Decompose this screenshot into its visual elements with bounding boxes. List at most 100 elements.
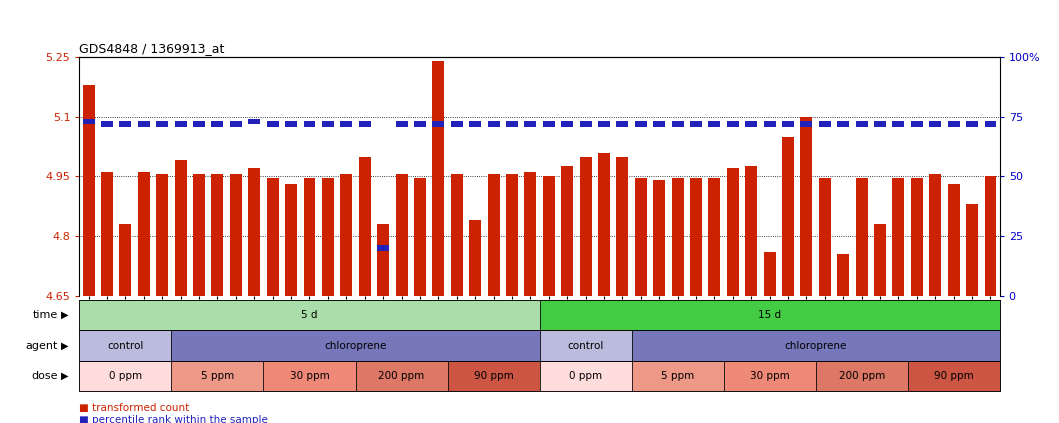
Text: control: control	[107, 341, 144, 351]
Bar	[193, 174, 205, 296]
Text: 30 ppm: 30 ppm	[289, 371, 329, 381]
Bar	[193, 121, 205, 126]
Bar	[726, 168, 739, 296]
Bar	[616, 121, 628, 126]
Bar	[432, 61, 445, 296]
Bar	[120, 121, 131, 126]
Text: time: time	[33, 310, 58, 320]
Text: 200 ppm: 200 ppm	[378, 371, 425, 381]
Bar	[264, 361, 356, 391]
Bar	[543, 176, 555, 296]
Bar	[322, 179, 334, 296]
Bar	[414, 179, 426, 296]
Bar	[469, 121, 481, 126]
Bar	[304, 179, 316, 296]
Bar	[212, 121, 223, 126]
Bar	[634, 179, 647, 296]
Bar	[708, 179, 720, 296]
Bar	[782, 121, 794, 126]
Bar	[83, 85, 94, 296]
Text: 0 ppm: 0 ppm	[569, 371, 603, 381]
Text: 5 ppm: 5 ppm	[201, 371, 234, 381]
Bar	[579, 121, 592, 126]
Bar	[230, 174, 241, 296]
Bar	[948, 121, 959, 126]
Text: chloroprene: chloroprene	[785, 341, 847, 351]
Bar	[506, 121, 518, 126]
Bar	[101, 173, 113, 296]
Bar	[764, 121, 775, 126]
Bar	[985, 121, 997, 126]
Bar	[985, 176, 997, 296]
Bar	[838, 254, 849, 296]
Bar	[746, 121, 757, 126]
Bar	[414, 121, 426, 126]
Bar	[930, 174, 941, 296]
Text: 200 ppm: 200 ppm	[839, 371, 884, 381]
Text: ▶: ▶	[61, 371, 69, 381]
Bar	[801, 121, 812, 126]
Bar	[524, 121, 536, 126]
Bar	[79, 361, 172, 391]
Bar	[212, 174, 223, 296]
Bar	[469, 220, 481, 296]
Text: chloroprene: chloroprene	[324, 341, 387, 351]
Text: 5 ppm: 5 ppm	[661, 371, 695, 381]
Bar	[304, 121, 316, 126]
Bar	[782, 137, 794, 296]
Bar	[396, 174, 408, 296]
Text: 5 d: 5 d	[301, 310, 318, 320]
Bar	[377, 245, 389, 250]
Bar	[175, 121, 186, 126]
Text: 90 ppm: 90 ppm	[473, 371, 514, 381]
Bar	[524, 173, 536, 296]
Bar	[506, 174, 518, 296]
Bar	[285, 121, 298, 126]
Text: 90 ppm: 90 ppm	[934, 371, 973, 381]
Bar	[764, 252, 775, 296]
Bar	[561, 121, 573, 126]
Bar	[838, 121, 849, 126]
Bar	[539, 361, 631, 391]
Bar	[157, 174, 168, 296]
Text: ▶: ▶	[61, 310, 69, 320]
Bar	[539, 300, 1000, 330]
Text: 15 d: 15 d	[758, 310, 782, 320]
Bar	[539, 330, 631, 361]
Bar	[726, 121, 739, 126]
Bar	[690, 121, 702, 126]
Bar	[432, 121, 445, 126]
Bar	[819, 179, 831, 296]
Bar	[616, 157, 628, 296]
Text: 30 ppm: 30 ppm	[750, 371, 790, 381]
Bar	[653, 180, 665, 296]
Bar	[746, 167, 757, 296]
Bar	[631, 361, 723, 391]
Bar	[487, 121, 500, 126]
Bar	[815, 361, 908, 391]
Bar	[340, 121, 353, 126]
Bar	[911, 121, 922, 126]
Bar	[671, 121, 683, 126]
Text: 0 ppm: 0 ppm	[109, 371, 142, 381]
Bar	[377, 224, 389, 296]
Bar	[138, 121, 149, 126]
Bar	[631, 330, 1000, 361]
Bar	[856, 121, 867, 126]
Bar	[911, 179, 922, 296]
Bar	[908, 361, 1000, 391]
Bar	[653, 121, 665, 126]
Text: ▶: ▶	[61, 341, 69, 351]
Bar	[723, 361, 815, 391]
Bar	[874, 121, 886, 126]
Bar	[267, 179, 279, 296]
Bar	[138, 173, 149, 296]
Bar	[930, 121, 941, 126]
Bar	[543, 121, 555, 126]
Bar	[561, 167, 573, 296]
Bar	[340, 174, 353, 296]
Bar	[801, 117, 812, 296]
Bar	[175, 160, 186, 296]
Bar	[893, 121, 904, 126]
Text: ■ transformed count: ■ transformed count	[79, 403, 190, 413]
